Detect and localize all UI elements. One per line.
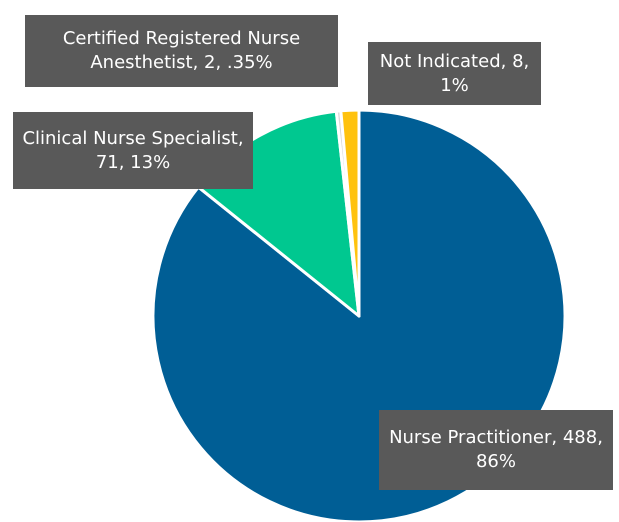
data-label: Certified Registered Nurse Anesthetist, … (25, 15, 338, 87)
data-label: Not Indicated, 8, 1% (368, 42, 541, 105)
data-label: Nurse Practitioner, 488, 86% (379, 410, 613, 490)
data-label: Clinical Nurse Specialist, 71, 13% (13, 112, 253, 189)
pie-slice (339, 108, 361, 318)
